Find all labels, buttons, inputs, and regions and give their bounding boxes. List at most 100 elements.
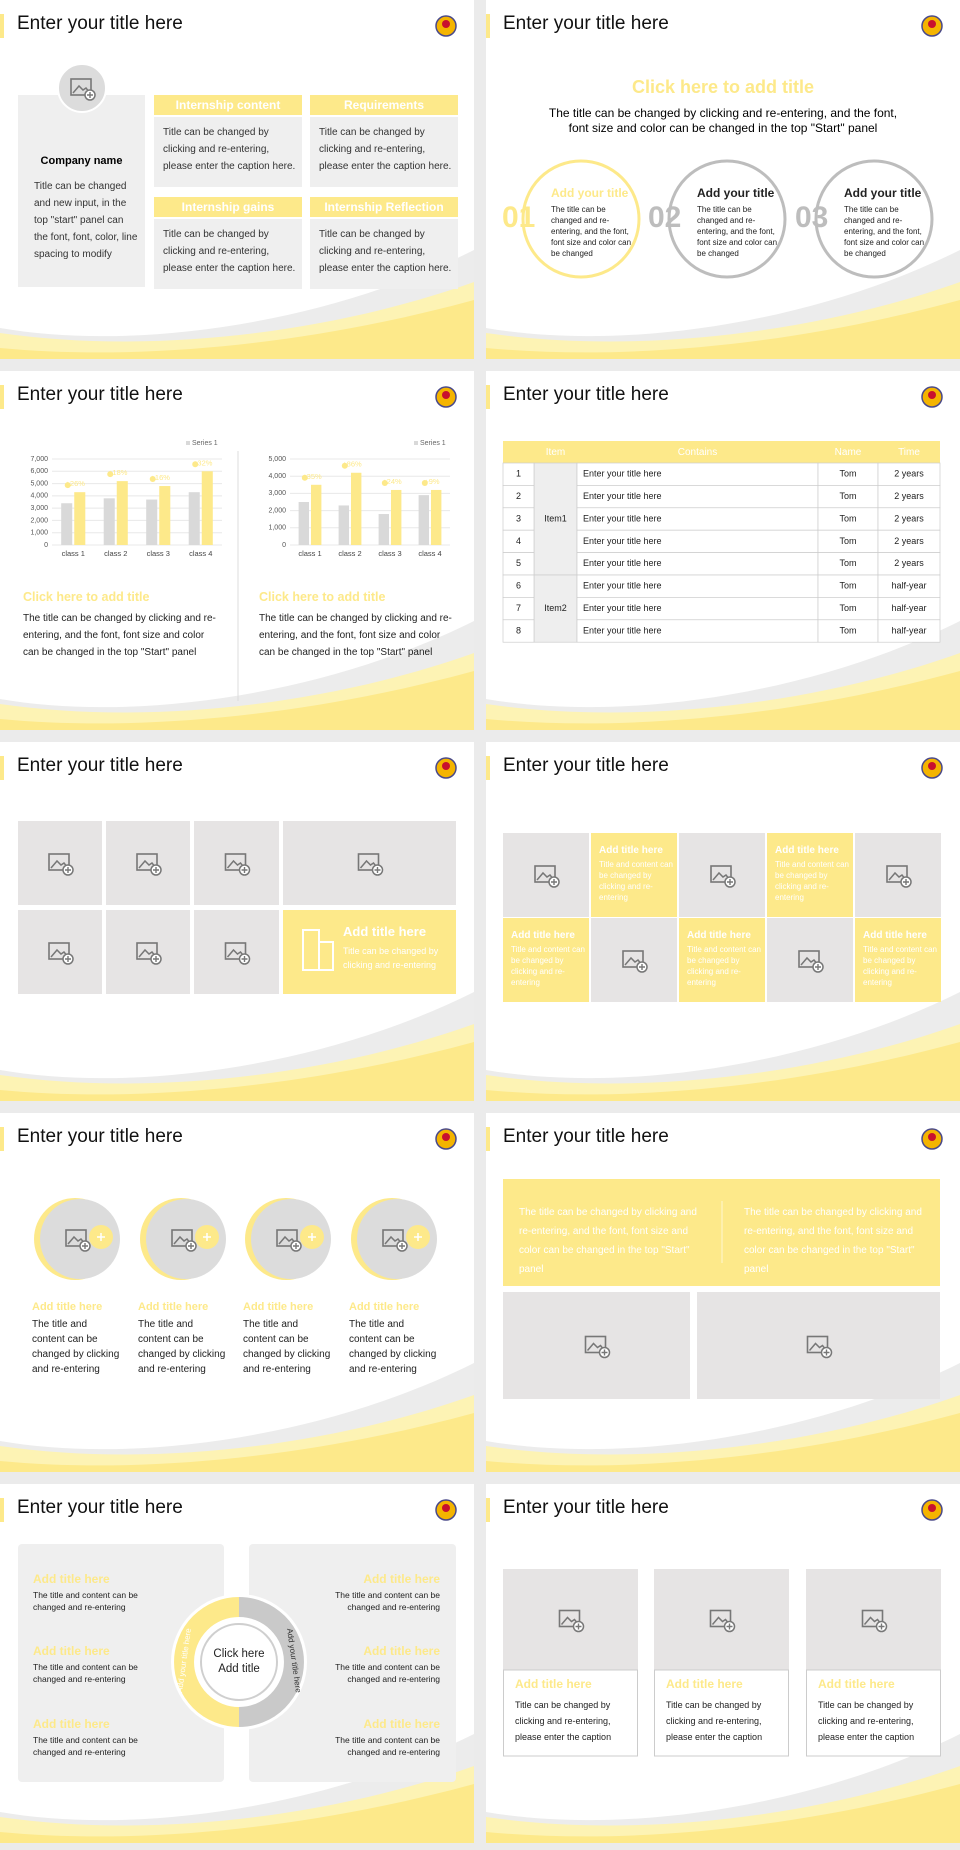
box-header [310,95,458,115]
logo [442,762,450,770]
table-header-cell: Time [898,447,920,458]
text: Internship Reflection [324,200,444,214]
text: Internship gains [181,200,275,214]
image-icon [382,1229,404,1247]
image-icon [241,956,248,962]
image-icon [188,1243,194,1249]
image-icon [226,859,246,869]
bar [188,492,200,545]
row-number: 6 [516,581,521,591]
image-icon [560,1616,580,1625]
logo [928,762,936,770]
box-body [310,117,458,187]
slide-graphics [486,1498,960,1843]
row-name: Tom [839,469,856,479]
table-header [503,441,940,463]
annotation: +26% [66,479,86,488]
row-name: Tom [839,513,856,523]
panel [18,1544,224,1782]
image-icon [173,1235,192,1245]
bar [391,489,402,545]
text: Title can be changed by clicking and re-… [163,229,296,274]
image-icon [823,1349,830,1356]
annotation-dot [192,461,199,468]
text: The title can be changed and re-entering… [844,205,925,258]
plus-badge [203,1233,211,1241]
row-time: 2 years [894,558,924,568]
image-icon [224,853,247,871]
ring-right [238,1597,304,1727]
bar [431,489,442,545]
image-icon [374,867,381,873]
slide: Add title here Title and content can be c… [486,742,960,1101]
text: Click here Add title [213,1648,265,1675]
box-header [310,197,458,217]
image-icon [138,859,157,869]
plus-badge [97,1233,105,1241]
image-icon [171,1229,193,1247]
text: Requirements [343,98,425,112]
row-time: half-year [891,603,926,613]
image-icon [65,867,71,873]
title-stripe [0,1498,4,1522]
annotation-dot [341,462,348,469]
slide-title: Enter your title here [503,1126,669,1147]
annotation: +18% [108,468,128,477]
text: Title can be changed by clicking and re-… [319,127,452,172]
bar [351,472,362,545]
row-time: 2 years [894,513,924,523]
wave [0,671,474,730]
text-cell [503,918,589,1002]
slide-title: Enter your title here [17,1126,183,1147]
text: Title can be changed by clicking and re-… [343,946,439,970]
x-tick-label: class 4 [189,549,212,558]
image-icon [624,956,643,966]
image-icon [710,865,732,883]
image-icon [136,942,158,960]
text: Add title here [363,1644,440,1658]
row-time: half-year [891,625,926,635]
row-number: 1 [516,469,521,479]
text: Add title here [33,1644,110,1658]
text: 03 [795,201,829,234]
image-icon [136,853,158,871]
title-stripe [486,1127,490,1151]
image-icon [153,867,159,873]
image-icon [50,859,69,869]
ring [667,159,787,279]
y-tick-label: 4,000 [268,473,286,480]
slide: The title can be changed by clicking and… [486,1113,960,1472]
slide-title: Enter your title here [17,13,183,34]
box-body [154,117,302,187]
row-name: Tom [839,536,856,546]
image-icon [601,1349,608,1356]
image-icon [70,78,92,96]
x-tick-label: class 4 [418,549,441,558]
logo [442,1504,450,1512]
legend-swatch [414,441,418,445]
row-name: Tom [839,491,856,501]
image-icon [82,1243,88,1249]
text: The title can be changed by clicking and… [259,613,452,658]
panel [249,1544,456,1782]
box-body [310,219,458,289]
image-icon [806,1335,829,1354]
text: The title can be changed by clicking and… [548,106,898,135]
text: Add title here [33,1717,110,1731]
image-icon [800,956,819,966]
row-number: 5 [516,558,521,568]
text: The title and content can be changed and… [33,1735,138,1757]
logo [928,391,936,399]
image-icon [67,1235,86,1245]
bar [338,505,349,545]
annotation-dot [107,471,114,478]
text: Add title here [363,1717,440,1731]
text: Click here to add title [631,77,815,97]
table-header-cell: Contains [678,447,717,458]
text-cell [679,918,765,1002]
text: The title and content can be changed and… [335,1735,440,1757]
text: Add your title [697,186,775,200]
text-cell [855,918,941,1002]
x-tick-label: class 2 [338,549,361,558]
wave [486,1413,960,1472]
